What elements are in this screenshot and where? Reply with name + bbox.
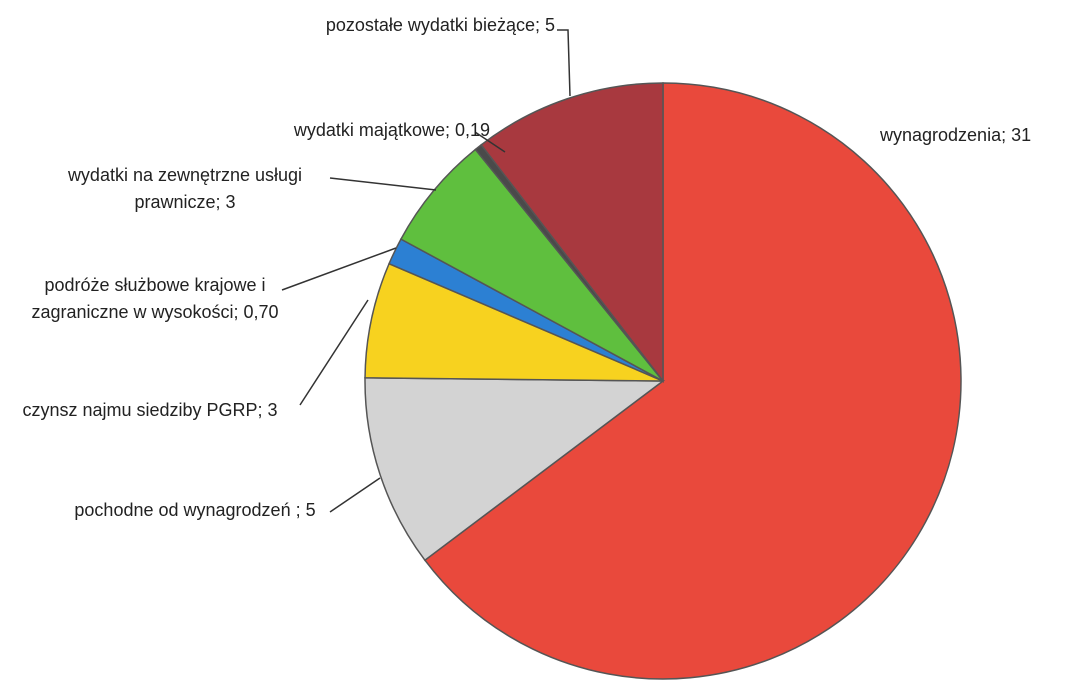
leader-line (329, 477, 381, 513)
pie-slice (364, 377, 666, 562)
data-label: wydatki majątkowe; 0,19 (293, 120, 490, 140)
data-label: pozostałe wydatki bieżące; 5 (325, 15, 555, 35)
data-label: wynagrodzenia; 31 (880, 125, 1032, 145)
leader-line (474, 131, 506, 153)
data-label: czynsz najmu siedziby PGRP; 3 (22, 400, 278, 420)
leader-line (329, 177, 437, 191)
data-label: wydatki na zewnętrzne usługi prawnicze; … (67, 165, 303, 212)
leader-line (299, 299, 369, 406)
pie-slice (399, 148, 664, 382)
pie-slice (423, 82, 962, 680)
data-label: pochodne od wynagrodzeń ; 5 (74, 500, 316, 520)
pie-slice (364, 262, 664, 382)
pie-slice (480, 82, 664, 384)
leader-line (557, 29, 571, 97)
data-label: podróże służbowe krajowe i zagraniczne w… (31, 275, 279, 322)
leader-line (281, 247, 397, 291)
